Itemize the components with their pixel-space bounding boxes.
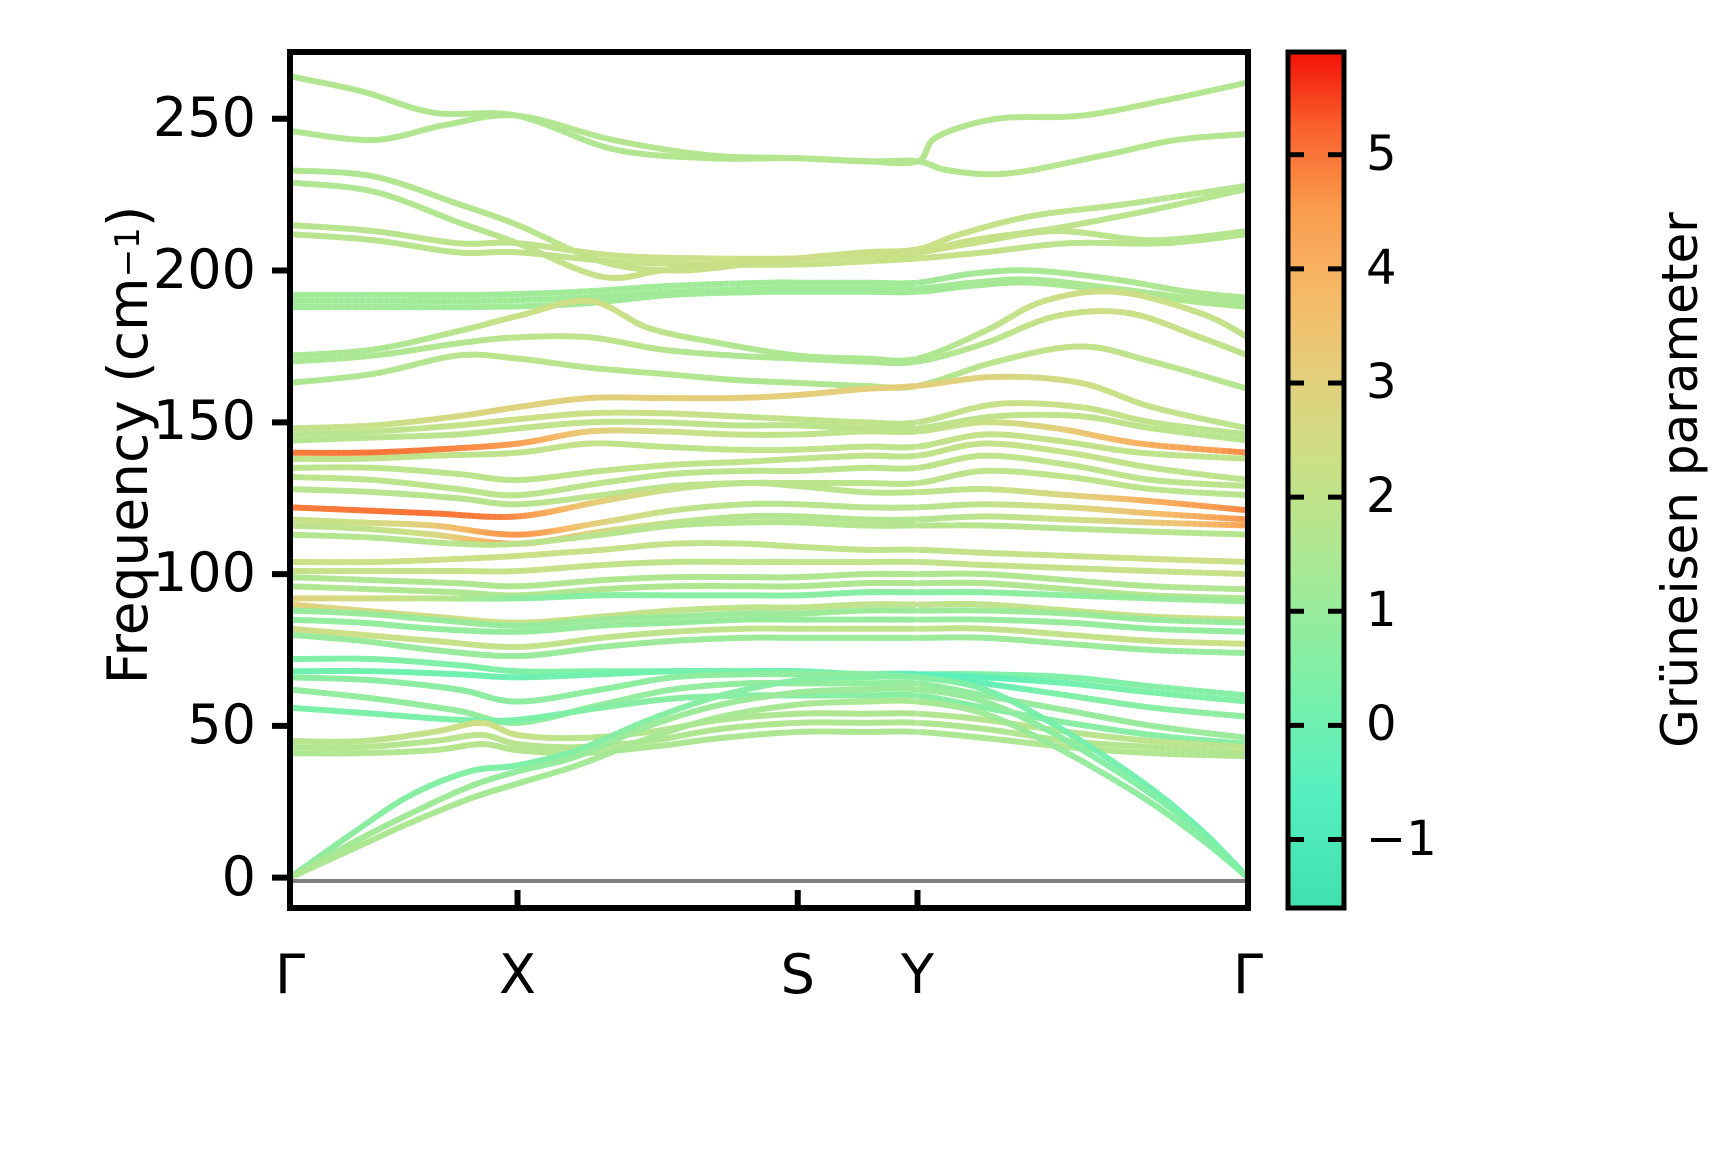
y-tick-label: 250 [152,85,256,149]
y-tick-label: 100 [152,541,256,605]
colorbar-tick-label: −1 [1366,810,1437,867]
y-tick-label: 150 [152,389,256,453]
colorbar-tick-label: 4 [1366,239,1397,296]
colorbar-tick-marks [1288,152,1344,843]
colorbar-tick-label: 3 [1366,353,1397,410]
y-tick-label: 0 [221,844,256,908]
x-axis-tick-marks [287,890,1251,908]
x-tick-label: S [780,943,815,1006]
y-axis-tick-marks [272,115,290,881]
x-tick-label: Γ [1232,943,1264,1006]
x-tick-label: Γ [274,943,306,1006]
colorbar-tick-label: 5 [1366,125,1397,182]
x-tick-label: Y [900,943,934,1006]
colorbar-tick-label: 0 [1366,696,1397,753]
x-tick-label: X [499,943,537,1006]
y-tick-label: 50 [187,692,256,756]
colorbar-label: Grüneisen parameter [1651,212,1709,748]
y-tick-label: 200 [152,237,256,301]
colorbar-tick-label: 2 [1366,468,1397,525]
plot-frame [287,49,1251,911]
colorbar-tick-label: 1 [1366,582,1397,639]
band-curves [290,73,1248,881]
colorbar-gradient [1285,49,1347,911]
